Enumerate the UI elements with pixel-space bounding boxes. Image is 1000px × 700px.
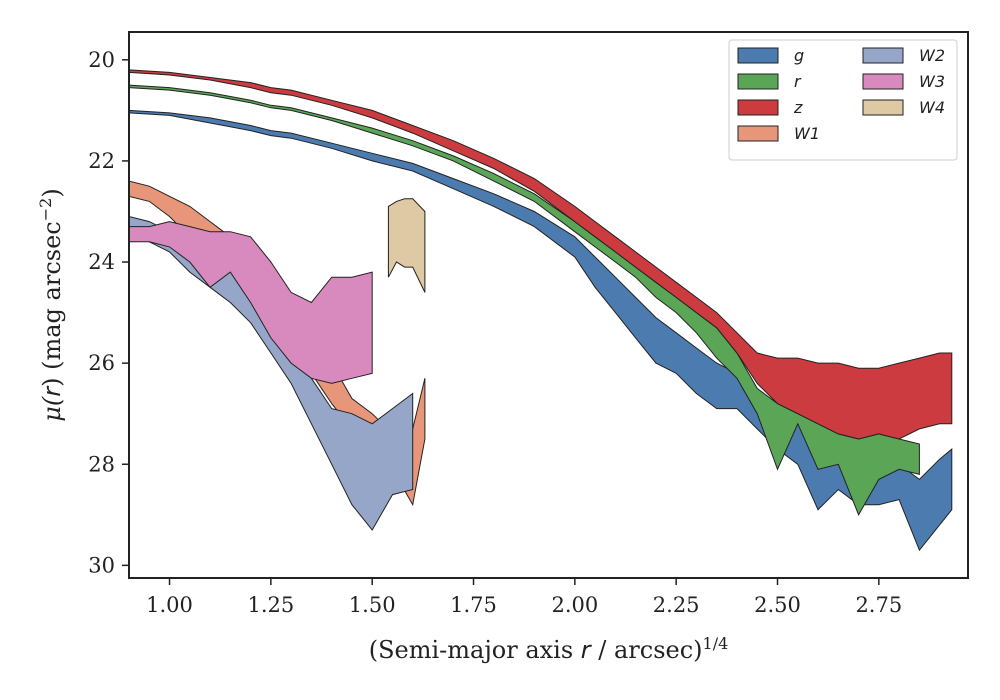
- band-r: [129, 84, 920, 516]
- legend-label-r: r: [794, 72, 802, 91]
- x-tick-label: 2.25: [653, 593, 700, 617]
- y-tick-label: 30: [88, 553, 115, 577]
- x-tick-label: 1.75: [450, 593, 497, 617]
- y-axis-ticks: 20 22 24 26 28 30: [88, 48, 129, 577]
- x-tick-label: 2.00: [551, 593, 598, 617]
- band-z: [129, 69, 953, 440]
- band-layer: [129, 69, 953, 552]
- legend-label-g: g: [794, 46, 804, 65]
- x-axis-label: (Semi-major axis r / arcsec)1/4: [369, 634, 729, 665]
- y-tick-label: 20: [88, 48, 115, 72]
- band-g: [129, 109, 953, 552]
- y-tick-label: 28: [88, 452, 115, 476]
- y-tick-label: 24: [88, 250, 115, 274]
- legend-swatch-w3: [862, 73, 904, 90]
- legend-swatch-z: [737, 99, 779, 116]
- legend-swatch-w2: [862, 47, 904, 64]
- x-tick-label: 1.50: [349, 593, 396, 617]
- y-tick-label: 22: [88, 149, 115, 173]
- x-tick-label: 1.25: [247, 593, 294, 617]
- legend-label-w3: W3: [919, 72, 945, 91]
- legend-swatch-r: [737, 73, 779, 90]
- plot-frame: [128, 31, 969, 579]
- legend-label-w1: W1: [794, 124, 820, 143]
- legend-label-w2: W2: [919, 46, 945, 65]
- legend-label-z: z: [793, 98, 803, 117]
- legend: grz W1 W2 W3 W4: [728, 39, 958, 161]
- y-axis-label: μ(r) (mag arcsec−2): [36, 188, 67, 421]
- legend-label-w4: W4: [919, 98, 945, 117]
- legend-box: [728, 39, 958, 161]
- legend-swatch-g: [737, 47, 779, 64]
- x-tick-label: 1.00: [146, 593, 193, 617]
- band-w3: [129, 221, 373, 384]
- legend-swatch-w1: [737, 125, 779, 142]
- x-tick-label: 2.75: [855, 593, 902, 617]
- x-tick-label: 2.50: [754, 593, 801, 617]
- band-w4: [387, 198, 426, 293]
- y-tick-label: 26: [88, 351, 115, 375]
- x-axis-ticks: 1.00 1.25 1.50 1.75 2.00 2.25 2.50 2.75: [146, 578, 902, 617]
- legend-swatch-w4: [862, 99, 904, 116]
